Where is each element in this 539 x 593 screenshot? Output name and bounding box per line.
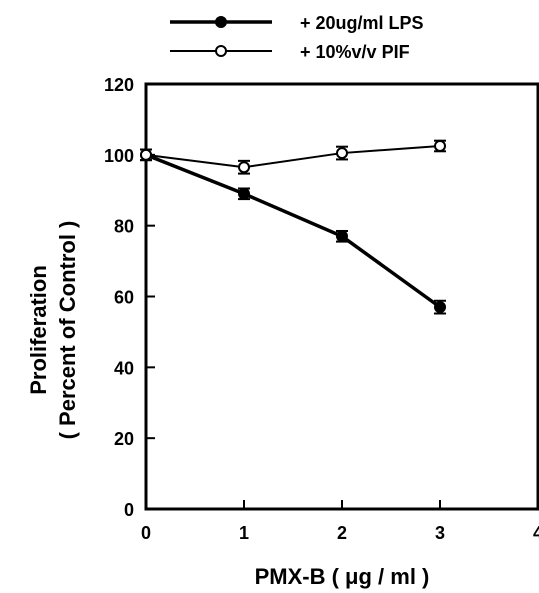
- y-tick-label: 0: [124, 500, 134, 520]
- x-tick-label: 2: [337, 523, 347, 543]
- x-tick-label: 1: [239, 523, 249, 543]
- legend-marker: [215, 16, 227, 28]
- x-tick-label: 3: [435, 523, 445, 543]
- data-point: [434, 139, 446, 152]
- y-axis-title-line-2: ( Percent of Control ): [55, 221, 80, 440]
- legend-label: + 10%v/v PIF: [300, 42, 410, 62]
- data-point: [238, 161, 250, 174]
- data-point: [140, 148, 152, 161]
- legend-label: + 20ug/ml LPS: [300, 13, 424, 33]
- x-axis-title: PMX-B ( μg / ml ): [255, 564, 430, 589]
- axes: 0 20 40 60 80 100 120 0 1 2 3 4: [104, 75, 539, 543]
- legend: + 20ug/ml LPS + 10%v/v PIF: [170, 13, 424, 62]
- x-tick-label: 0: [141, 523, 151, 543]
- data-point: [434, 301, 446, 314]
- data-point: [336, 230, 348, 243]
- data-point: [336, 147, 348, 160]
- y-tick-label: 20: [114, 429, 134, 449]
- y-tick-label: 40: [114, 358, 134, 378]
- y-tick-label: 120: [104, 75, 134, 95]
- data-point: [238, 187, 250, 200]
- y-axis-title-line-1: Proliferation: [26, 265, 51, 395]
- y-tick-label: 80: [114, 217, 134, 237]
- legend-marker: [215, 45, 227, 57]
- series-layer: [140, 139, 446, 315]
- series-line: [145, 153, 442, 309]
- y-tick-label: 60: [114, 288, 134, 308]
- series-line: [145, 144, 441, 169]
- y-tick-label: 100: [104, 146, 134, 166]
- x-tick-label: 4: [533, 523, 539, 543]
